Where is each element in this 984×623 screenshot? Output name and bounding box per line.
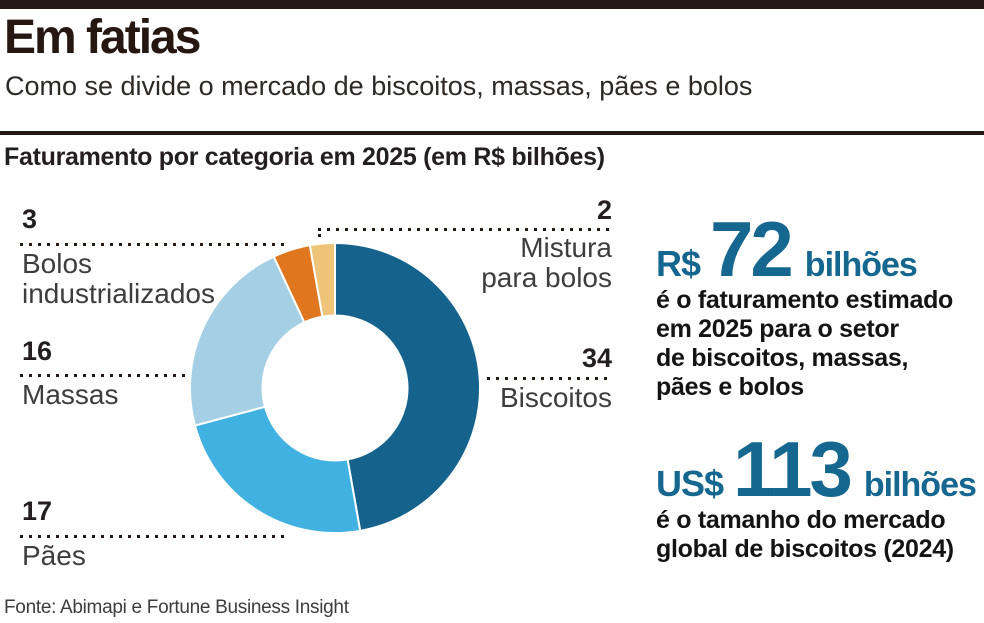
chart-section-title: Faturamento por categoria em 2025 (em R$… (4, 143, 605, 171)
donut-chart (189, 242, 481, 534)
leader-line-mistura-para-bolos (318, 228, 610, 231)
leader-line-massas (20, 374, 188, 377)
donut-slice-massas (189, 255, 306, 427)
stat-global-value: 113 (733, 425, 853, 513)
callout-value-massas: 16 (22, 336, 53, 366)
page-subtitle: Como se divide o mercado de biscoitos, m… (5, 71, 753, 101)
callout-value-paes: 17 (22, 496, 53, 526)
stat-revenue-headline: R$ 72 bilhões (656, 210, 984, 288)
leader-line-bolos-industrializados (20, 243, 286, 246)
stat-revenue-currency: R$ (656, 243, 701, 284)
leader-line-paes (20, 535, 286, 538)
callout-label-paes: Pães (22, 540, 86, 571)
stat-global-market: US$ 113 bilhões é o tamanho do mercado g… (656, 430, 984, 564)
stat-revenue-2025: R$ 72 bilhões é o faturamento estimado e… (656, 210, 984, 402)
leader-line-biscoitos (487, 377, 610, 380)
callout-label-massas: Massas (22, 379, 119, 410)
stat-revenue-description: é o faturamento estimado em 2025 para o … (656, 286, 954, 401)
source-credit: Fonte: Abimapi e Fortune Business Insigh… (4, 597, 349, 618)
donut-slice-biscoitos (334, 242, 481, 532)
donut-slice-mistura-para-bolos (308, 242, 336, 318)
stat-global-currency: US$ (656, 463, 724, 504)
callout-label-bolos-industrializados: Bolos industrializados (22, 248, 215, 309)
callout-value-mistura-para-bolos: 2 (596, 195, 612, 225)
stat-revenue-value: 72 (710, 205, 794, 293)
callout-label-biscoitos: Biscoitos (499, 382, 612, 413)
callout-value-bolos-industrializados: 3 (22, 204, 38, 234)
stat-global-unit: bilhões (863, 466, 977, 504)
divider-line (0, 131, 984, 135)
callout-value-biscoitos: 34 (581, 343, 612, 373)
callout-label-mistura-para-bolos: Mistura para bolos (481, 232, 612, 293)
stat-global-description: é o tamanho do mercado global de biscoit… (656, 506, 954, 563)
page-title: Em fatias (4, 11, 201, 64)
stat-revenue-unit: bilhões (804, 246, 918, 284)
donut-slice-paes (193, 405, 362, 534)
stat-global-headline: US$ 113 bilhões (656, 430, 984, 508)
leader-line-tick-mistura-para-bolos (318, 234, 321, 243)
top-bar (0, 0, 984, 9)
